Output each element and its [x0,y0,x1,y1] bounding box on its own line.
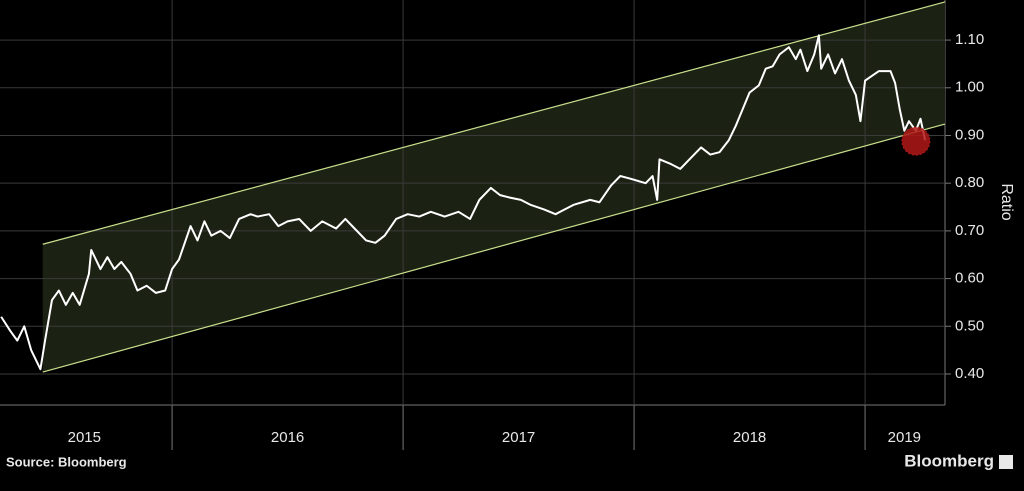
x-tick-label: 2019 [888,429,921,446]
y-axis-title: Ratio [998,183,1015,220]
brand: Bloomberg [904,451,994,470]
y-tick-label: 0.50 [955,317,984,334]
x-tick-label: 2018 [733,429,766,446]
channel-line [42,1,946,245]
brand-icon [999,455,1013,469]
y-tick-label: 0.90 [955,126,984,143]
y-tick-label: 1.10 [955,31,984,48]
y-tick-label: 0.70 [955,222,984,239]
source: Source: Bloomberg [6,454,127,469]
channel-line [42,123,946,373]
y-tick-label: 0.60 [955,270,984,287]
x-tick-label: 2017 [502,429,535,446]
x-tick-label: 2016 [271,429,304,446]
y-tick-label: 0.40 [955,365,984,382]
x-tick-label: 2015 [68,429,101,446]
highlight-marker [901,126,931,156]
channel-area [42,1,945,373]
series-line [0,34,927,371]
y-tick-label: 1.00 [955,79,984,96]
y-tick-label: 0.80 [955,174,984,191]
